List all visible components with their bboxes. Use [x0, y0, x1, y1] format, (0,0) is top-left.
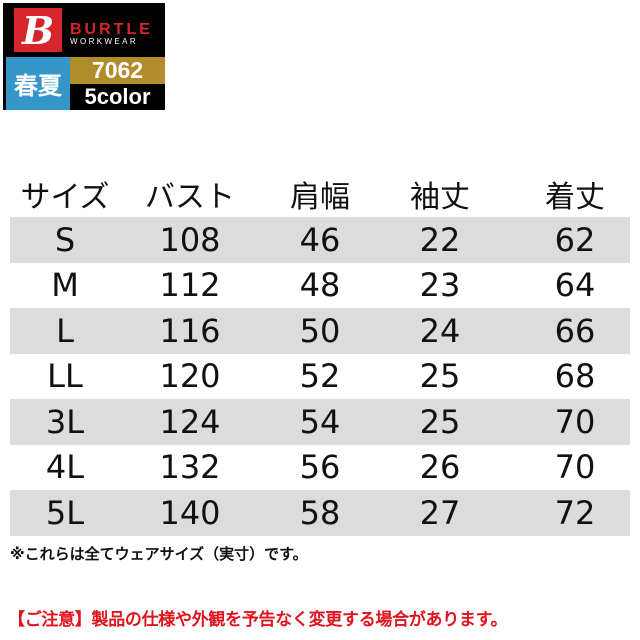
- table-header-row: サイズ バスト 肩幅 袖丈 着丈: [10, 170, 630, 217]
- burtle-b-mark: B: [14, 8, 62, 53]
- table-cell: 22: [419, 220, 461, 259]
- header-sleeve: 袖丈: [410, 179, 470, 215]
- table-cell: 52: [299, 357, 341, 396]
- table-cell: 116: [159, 311, 221, 350]
- color-count-badge: 5color: [84, 84, 151, 109]
- caution-notice: 【ご注意】製品の仕様や外観を予告なく変更する場合があります。: [8, 610, 508, 630]
- size-table: サイズ バスト 肩幅 袖丈 着丈 S 108 46 22 62 M 112 48 23 64 L 11…: [10, 170, 630, 536]
- table-cell: 62: [554, 220, 596, 259]
- table-cell: 108: [159, 220, 221, 259]
- table-cell: 4L: [45, 448, 85, 487]
- table-cell: 70: [554, 448, 596, 487]
- table-cell: 24: [419, 311, 461, 350]
- table-cell: 58: [299, 493, 341, 532]
- table-cell: 70: [554, 402, 596, 441]
- table-cell: 120: [159, 357, 221, 396]
- table-cell: 68: [554, 357, 596, 396]
- table-cell: 26: [419, 448, 461, 487]
- brand-name: BURTLE: [70, 21, 153, 38]
- table-cell: 54: [299, 402, 341, 441]
- header-shoulder: 肩幅: [290, 179, 350, 215]
- header-size: サイズ: [20, 179, 110, 215]
- header-bust: バスト: [145, 179, 235, 215]
- size-note: ※これらは全てウェアサイズ（実寸）です。: [10, 545, 308, 563]
- table-cell: L: [56, 311, 74, 350]
- brand-subtitle: WORKWEAR: [70, 37, 139, 46]
- table-cell: LL: [47, 357, 83, 396]
- table-cell: 23: [419, 266, 461, 305]
- product-code-badge: 7062: [70, 57, 165, 84]
- header-length: 着丈: [545, 179, 605, 215]
- table-row: 5L 140 58 27 72: [10, 490, 630, 536]
- table-cell: 27: [419, 493, 461, 532]
- table-cell: 112: [159, 266, 221, 305]
- table-cell: 64: [554, 266, 596, 305]
- table-cell: S: [54, 220, 76, 259]
- table-cell: 46: [299, 220, 341, 259]
- table-cell: 56: [299, 448, 341, 487]
- table-cell: 3L: [45, 402, 85, 441]
- table-cell: 132: [159, 448, 221, 487]
- season-badge: 春夏: [6, 57, 70, 110]
- brand-logo: B BURTLE WORKWEAR 春夏 7062 5color: [3, 3, 165, 110]
- table-row: L 116 50 24 66: [10, 308, 630, 354]
- table-cell: 66: [554, 311, 596, 350]
- table-cell: 48: [299, 266, 341, 305]
- table-cell: 124: [159, 402, 221, 441]
- table-cell: 140: [159, 493, 221, 532]
- table-cell: 25: [419, 402, 461, 441]
- table-cell: 72: [554, 493, 596, 532]
- table-row: 4L 132 56 26 70: [10, 445, 630, 491]
- table-cell: 5L: [45, 493, 85, 532]
- table-cell: M: [51, 266, 79, 305]
- table-cell: 50: [299, 311, 341, 350]
- table-row: M 112 48 23 64: [10, 263, 630, 309]
- table-row: 3L 124 54 25 70: [10, 399, 630, 445]
- table-cell: 25: [419, 357, 461, 396]
- table-row: S 108 46 22 62: [10, 217, 630, 263]
- table-row: LL 120 52 25 68: [10, 354, 630, 400]
